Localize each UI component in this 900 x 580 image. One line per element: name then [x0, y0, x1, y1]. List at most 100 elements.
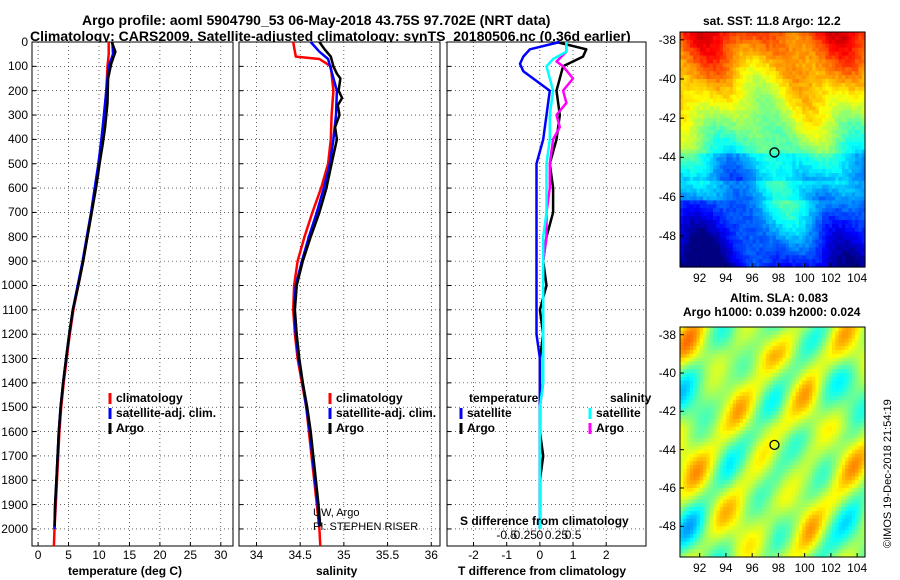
- map-cell: [858, 102, 863, 108]
- map-cell: [762, 380, 767, 386]
- map-cell: [696, 86, 701, 92]
- map-cell: [689, 422, 694, 428]
- map-cell: [838, 255, 843, 260]
- map-cell: [841, 39, 846, 45]
- map-cell: [785, 161, 790, 166]
- map-cell: [818, 223, 823, 229]
- map-cell: [861, 141, 866, 147]
- map-cell: [845, 220, 850, 225]
- map-cell: [831, 231, 836, 237]
- map-cell: [792, 346, 797, 351]
- map-cell: [822, 403, 826, 409]
- map-cell: [746, 251, 750, 256]
- map-cell: [855, 82, 859, 88]
- map-cell: [746, 243, 750, 249]
- map-cell: [716, 231, 721, 237]
- map-cell: [686, 188, 691, 194]
- map-cell: [779, 47, 784, 53]
- map-cell: [722, 243, 727, 249]
- map-cell: [802, 200, 807, 205]
- map-cell: [841, 71, 846, 76]
- map-cell: [838, 399, 843, 405]
- map-cell: [693, 369, 698, 374]
- map-cell: [808, 403, 813, 409]
- map-cell: [683, 204, 688, 209]
- map-cell: [699, 239, 704, 245]
- map-cell: [680, 55, 684, 61]
- map-cell: [769, 79, 774, 84]
- map-cell: [755, 157, 760, 162]
- map-cell: [736, 71, 741, 76]
- map-cell: [792, 251, 797, 256]
- map-cell: [792, 369, 797, 374]
- map-cell: [828, 208, 833, 213]
- map-cell: [759, 157, 764, 162]
- map-cell: [795, 90, 800, 96]
- map-cell: [689, 141, 694, 147]
- map-cell: [772, 176, 777, 182]
- map-cell: [726, 415, 731, 420]
- map-cell: [732, 137, 737, 143]
- map-cell: [812, 157, 817, 162]
- map-cell: [736, 251, 741, 256]
- map-cell: [785, 376, 790, 382]
- map-cell: [841, 82, 846, 88]
- map-cell: [855, 346, 859, 351]
- map-cell: [713, 35, 717, 41]
- map-cell: [785, 357, 790, 363]
- map-cell: [765, 212, 770, 217]
- map-cell: [785, 153, 790, 158]
- map-cell: [739, 110, 744, 115]
- map-cell: [742, 235, 747, 241]
- map-cell: [739, 51, 744, 57]
- map-cell: [858, 200, 863, 205]
- map-cell: [808, 133, 813, 139]
- map-cell: [716, 176, 721, 182]
- map-cell: [732, 357, 737, 363]
- map-cell: [732, 106, 737, 111]
- map-cell: [795, 145, 800, 151]
- map-cell: [818, 247, 823, 252]
- map-cell: [802, 102, 807, 108]
- map-cell: [683, 247, 688, 252]
- map-cell: [825, 196, 830, 202]
- map-cell: [765, 239, 770, 245]
- map-cell: [779, 180, 784, 186]
- map-cell: [732, 396, 737, 401]
- map-cell: [825, 94, 830, 100]
- map-cell: [752, 67, 757, 72]
- map-cell: [845, 399, 850, 405]
- map-cell: [713, 259, 717, 264]
- map-cell: [795, 98, 800, 104]
- map-cell: [729, 216, 734, 221]
- map-cell: [749, 396, 754, 401]
- map-cell: [739, 39, 744, 45]
- map-cell: [812, 350, 817, 355]
- map-cell: [838, 67, 843, 72]
- map-cell: [861, 118, 866, 123]
- map-cell: [835, 67, 840, 72]
- map-cell: [808, 263, 813, 268]
- map-cell: [795, 114, 800, 119]
- map-cell: [765, 122, 770, 127]
- map-cell: [739, 86, 744, 92]
- map-cell: [713, 118, 717, 123]
- map-cell: [861, 173, 866, 178]
- map-cell: [749, 392, 754, 397]
- map-cell: [812, 388, 817, 393]
- map-cell: [686, 415, 691, 420]
- map-cell: [689, 39, 694, 45]
- map-cell: [755, 200, 760, 205]
- map-cell: [769, 396, 774, 401]
- map-cell: [752, 71, 757, 76]
- map-cell: [858, 43, 863, 49]
- map-cell: [680, 153, 684, 158]
- series-line-s-satellite: [538, 42, 568, 529]
- map-cell: [805, 173, 810, 178]
- map-cell: [726, 259, 731, 264]
- map-cell: [732, 365, 737, 370]
- map-cell: [765, 126, 770, 131]
- map-cell: [755, 239, 760, 245]
- map-cell: [729, 122, 734, 127]
- map-cell: [693, 380, 698, 386]
